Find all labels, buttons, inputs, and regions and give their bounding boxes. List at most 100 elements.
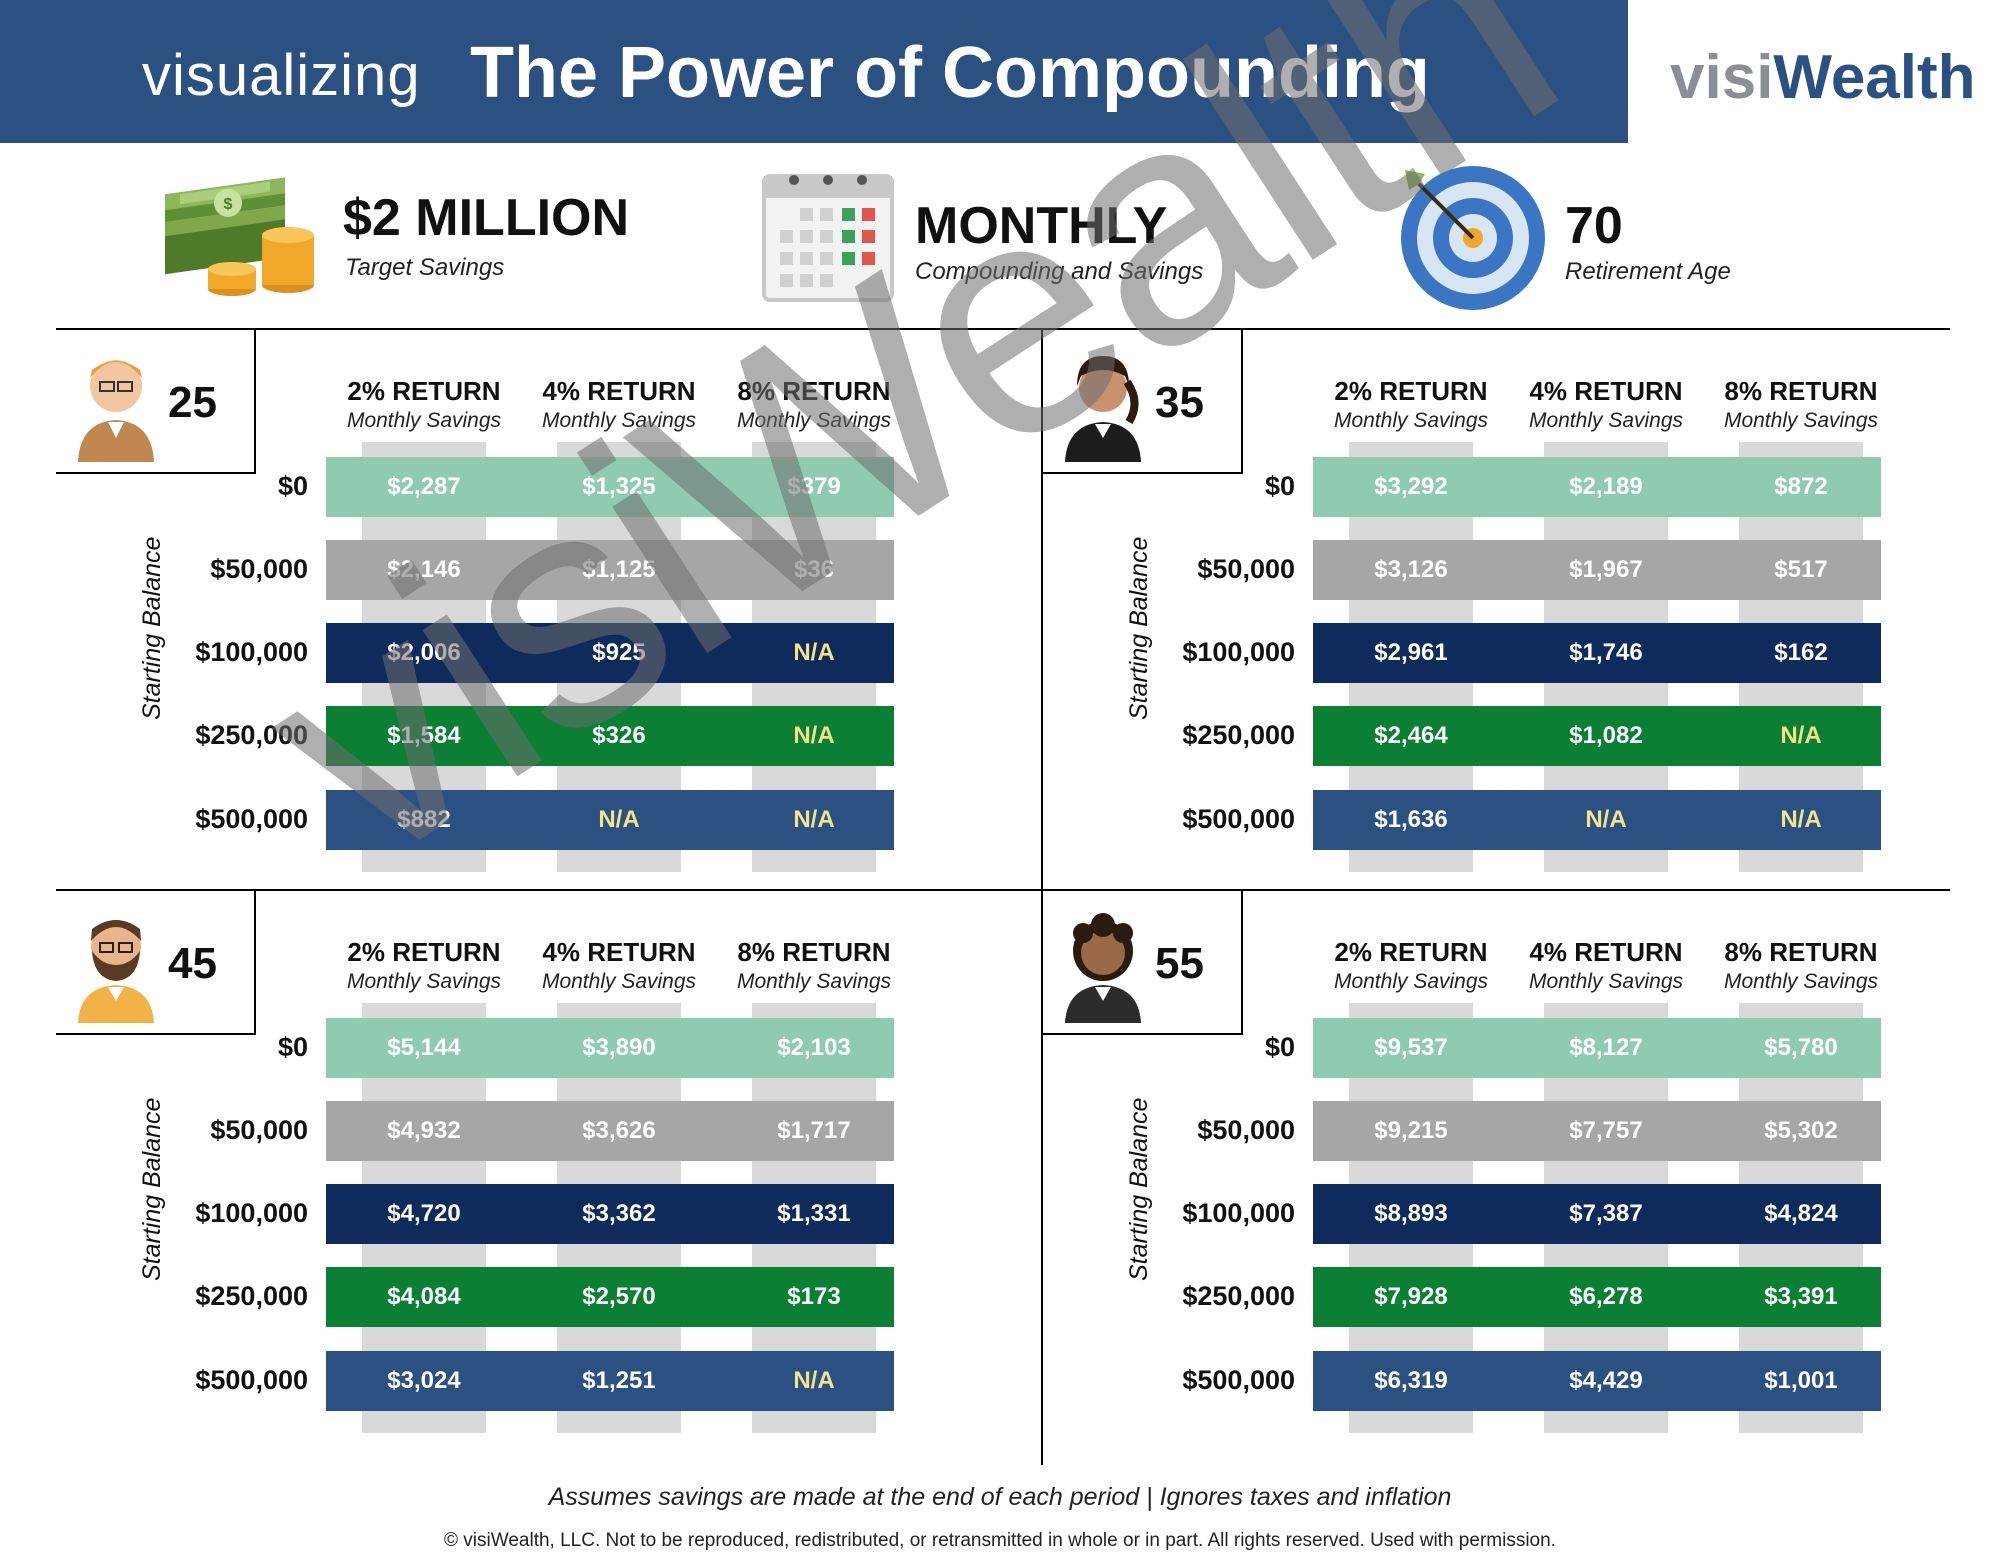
monthly-savings-cell: $7,757 bbox=[1569, 1117, 1643, 1144]
monthly-savings-cell: $1,251 bbox=[582, 1367, 656, 1394]
footnote: Assumes savings are made at the end of e… bbox=[548, 1483, 1452, 1511]
return-rate-label: 2% RETURN bbox=[347, 937, 501, 967]
monthly-savings-cell: $4,720 bbox=[387, 1200, 461, 1227]
return-rate-label: 4% RETURN bbox=[542, 937, 696, 967]
header-bar bbox=[0, 0, 1628, 143]
monthly-savings-cell: $517 bbox=[1774, 556, 1828, 583]
monthly-savings-cell: $5,780 bbox=[1764, 1034, 1838, 1061]
monthly-savings-cell: $1,746 bbox=[1569, 639, 1643, 666]
starting-balance-label: $100,000 bbox=[195, 1198, 308, 1228]
monthly-savings-label: Monthly Savings bbox=[736, 409, 892, 432]
monthly-savings-cell: $9,537 bbox=[1374, 1034, 1448, 1061]
monthly-savings-cell: $1,325 bbox=[582, 473, 656, 500]
calendar-icon bbox=[762, 174, 894, 302]
monthly-savings-cell: $4,429 bbox=[1569, 1367, 1643, 1394]
monthly-savings-cell: N/A bbox=[793, 722, 835, 749]
return-rate-label: 2% RETURN bbox=[347, 376, 501, 406]
monthly-savings-cell: $379 bbox=[787, 473, 841, 500]
monthly-savings-cell: $1,584 bbox=[387, 722, 461, 749]
balance-row: $6,319 $4,429 $1,001 bbox=[1313, 1351, 1881, 1411]
monthly-savings-cell: $162 bbox=[1774, 639, 1828, 666]
balance-row: $9,215 $7,757 $5,302 bbox=[1313, 1101, 1881, 1161]
balance-row: $882 N/A N/A bbox=[326, 790, 894, 850]
monthly-savings-cell: $2,146 bbox=[387, 556, 461, 583]
monthly-savings-cell: $1,125 bbox=[582, 556, 656, 583]
monthly-savings-cell: $5,144 bbox=[387, 1034, 461, 1061]
return-rate-label: 8% RETURN bbox=[737, 937, 891, 967]
column-header: 8% RETURN Monthly Savings bbox=[1703, 376, 1899, 433]
age-box: 45 bbox=[56, 891, 256, 1035]
young-man-avatar-icon bbox=[78, 360, 154, 462]
monthly-savings-cell: $1,082 bbox=[1569, 722, 1643, 749]
age-box: 55 bbox=[1043, 891, 1243, 1035]
monthly-savings-cell: $9,215 bbox=[1374, 1117, 1448, 1144]
monthly-savings-cell: N/A bbox=[793, 806, 835, 833]
monthly-savings-cell: $2,103 bbox=[777, 1034, 851, 1061]
monthly-savings-cell: N/A bbox=[793, 1367, 835, 1394]
monthly-savings-cell: $3,626 bbox=[582, 1117, 656, 1144]
monthly-savings-cell: $2,006 bbox=[387, 639, 461, 666]
balance-row: $3,126 $1,967 $517 bbox=[1313, 540, 1881, 600]
column-header: 4% RETURN Monthly Savings bbox=[521, 937, 717, 994]
monthly-savings-cell: $5,302 bbox=[1764, 1117, 1838, 1144]
monthly-savings-cell: $2,570 bbox=[582, 1283, 656, 1310]
balance-row: $1,584 $326 N/A bbox=[326, 706, 894, 766]
monthly-savings-cell: $4,824 bbox=[1764, 1200, 1838, 1227]
target-savings-label: Target Savings bbox=[345, 254, 505, 281]
balance-row: $4,084 $2,570 $173 bbox=[326, 1267, 894, 1327]
return-rate-label: 4% RETURN bbox=[1529, 376, 1683, 406]
monthly-savings-cell: $872 bbox=[1774, 473, 1828, 500]
monthly-savings-cell: N/A bbox=[1780, 806, 1822, 833]
balance-row: $4,720 $3,362 $1,331 bbox=[326, 1184, 894, 1244]
monthly-savings-cell: $1,967 bbox=[1569, 556, 1643, 583]
starting-balance-label: $0 bbox=[277, 471, 308, 501]
age-quadrant-25: 25 2% RETURN Monthly Savings 4% RETURN Month… bbox=[56, 330, 1036, 890]
monthly-savings-label: Monthly Savings bbox=[1333, 409, 1489, 432]
monthly-savings-cell: $925 bbox=[592, 639, 646, 666]
age-quadrant-45: 45 2% RETURN Monthly Savings 4% RETURN Month… bbox=[56, 891, 1036, 1451]
starting-balance-label: $100,000 bbox=[195, 637, 308, 667]
age-box: 35 bbox=[1043, 330, 1243, 474]
monthly-savings-cell: $3,126 bbox=[1374, 556, 1448, 583]
column-header: 4% RETURN Monthly Savings bbox=[1508, 376, 1704, 433]
monthly-savings-label: Monthly Savings bbox=[541, 409, 697, 432]
bearded-man-avatar-icon bbox=[78, 920, 154, 1023]
divider-top bbox=[56, 328, 1950, 330]
monthly-savings-cell: $7,928 bbox=[1374, 1283, 1448, 1310]
age-number: 25 bbox=[168, 378, 217, 427]
page-title: The Power of Compounding bbox=[470, 33, 1430, 113]
starting-balance-label: $500,000 bbox=[195, 804, 308, 834]
return-rate-label: 2% RETURN bbox=[1334, 376, 1488, 406]
monthly-savings-cell: $3,362 bbox=[582, 1200, 656, 1227]
return-rate-label: 2% RETURN bbox=[1334, 937, 1488, 967]
monthly-savings-cell: $3,890 bbox=[582, 1034, 656, 1061]
return-rate-label: 4% RETURN bbox=[542, 376, 696, 406]
monthly-savings-label: Monthly Savings bbox=[1723, 970, 1879, 993]
starting-balance-label: $0 bbox=[1264, 1032, 1295, 1062]
balance-row: $9,537 $8,127 $5,780 bbox=[1313, 1018, 1881, 1078]
column-header: 8% RETURN Monthly Savings bbox=[716, 937, 912, 994]
brand-logo: visiWealth bbox=[1670, 42, 1976, 113]
return-rate-label: 8% RETURN bbox=[737, 376, 891, 406]
monthly-savings-cell: N/A bbox=[1780, 722, 1822, 749]
monthly-savings-cell: $1,331 bbox=[777, 1200, 851, 1227]
starting-balance-label: $500,000 bbox=[1182, 1365, 1295, 1395]
age-number: 45 bbox=[168, 939, 217, 988]
age-box: 25 bbox=[56, 330, 256, 474]
starting-balance-label: $50,000 bbox=[210, 554, 308, 584]
retirement-age-label: Retirement Age bbox=[1565, 258, 1731, 285]
compounding-value: MONTHLY bbox=[915, 197, 1168, 255]
balance-row: $2,464 $1,082 N/A bbox=[1313, 706, 1881, 766]
target-icon bbox=[1401, 166, 1545, 310]
monthly-savings-label: Monthly Savings bbox=[541, 970, 697, 993]
balance-row: $3,024 $1,251 N/A bbox=[326, 1351, 894, 1411]
balance-row: $1,636 N/A N/A bbox=[1313, 790, 1881, 850]
monthly-savings-cell: $882 bbox=[397, 806, 451, 833]
monthly-savings-cell: $3,024 bbox=[387, 1367, 461, 1394]
balance-row: $7,928 $6,278 $3,391 bbox=[1313, 1267, 1881, 1327]
monthly-savings-cell: $326 bbox=[592, 722, 646, 749]
monthly-savings-cell: $2,961 bbox=[1374, 639, 1448, 666]
balance-row: $8,893 $7,387 $4,824 bbox=[1313, 1184, 1881, 1244]
age-number: 55 bbox=[1155, 939, 1204, 988]
age-quadrant-55: 55 2% RETURN Monthly Savings 4% RETURN Month… bbox=[1043, 891, 2000, 1451]
